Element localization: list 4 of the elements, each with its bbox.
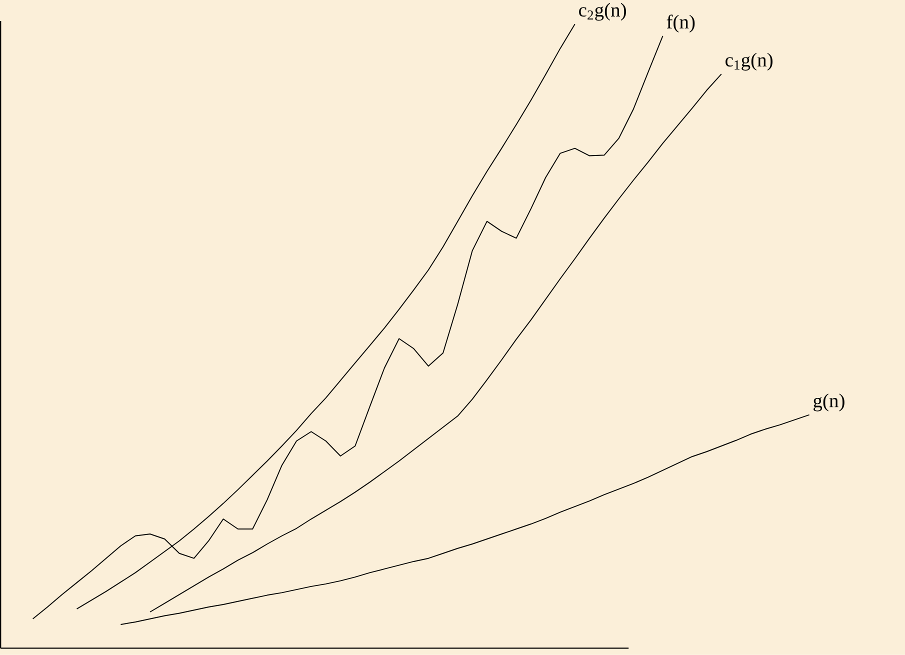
series-label: g(n) — [814, 394, 844, 412]
series-label: c$_{1}$g(n) — [726, 52, 772, 71]
series-label: c$_{2}$g(n) — [579, 2, 626, 21]
series-label: f(n) — [666, 14, 695, 33]
